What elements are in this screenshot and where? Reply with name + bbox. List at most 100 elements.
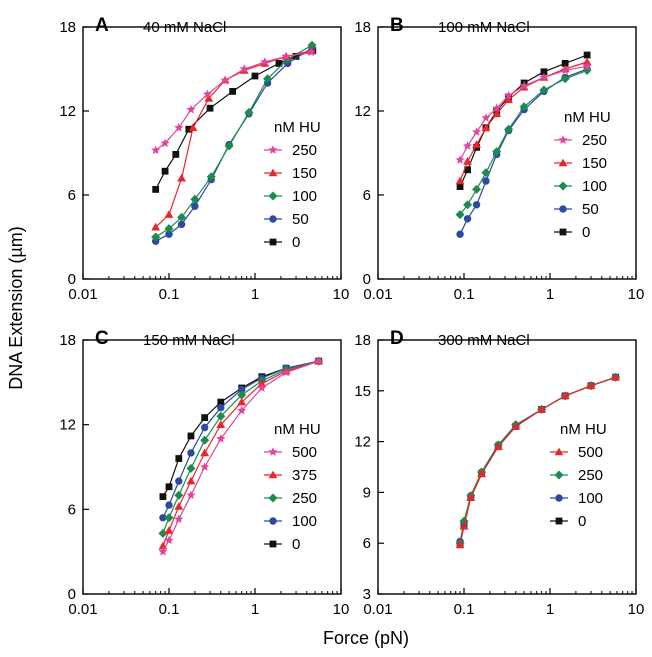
data-point — [187, 432, 195, 440]
data-point — [292, 53, 300, 60]
legend-item: 0 — [550, 513, 586, 530]
data-point — [175, 455, 183, 462]
panel-letter: A — [95, 15, 109, 36]
x-tick-label: 10 — [333, 286, 350, 303]
x-tick-label: 0.01 — [68, 601, 97, 618]
data-point — [191, 202, 199, 210]
data-point — [164, 224, 174, 234]
data-point — [519, 81, 529, 90]
series-line — [162, 360, 319, 534]
data-point — [174, 490, 184, 500]
series-line — [155, 50, 312, 228]
data-point — [201, 414, 209, 422]
panel-letter: D — [390, 328, 404, 349]
data-point — [174, 514, 184, 524]
data-point — [200, 435, 210, 445]
legend-title: nM HU — [274, 119, 321, 136]
legend: nM HU 250 150 100 50 0 — [264, 119, 321, 251]
data-point — [455, 210, 465, 220]
legend-label: 250 — [292, 490, 317, 507]
panel-title: 40 mM NaCl — [143, 19, 226, 36]
data-point — [560, 391, 570, 400]
data-point — [158, 546, 168, 556]
data-point — [540, 68, 548, 76]
data-point — [455, 155, 465, 164]
legend-marker — [268, 191, 278, 201]
data-point — [206, 172, 216, 182]
data-point — [455, 176, 465, 185]
data-point — [275, 60, 283, 67]
data-point — [164, 526, 174, 534]
data-point — [472, 127, 482, 136]
data-point — [560, 74, 570, 84]
data-point — [504, 124, 514, 134]
panel-title: 100 mM NaCl — [438, 19, 530, 36]
data-point — [216, 433, 226, 443]
legend-item: 150 — [264, 165, 317, 182]
data-point — [177, 220, 186, 229]
data-point — [481, 123, 491, 132]
data-point — [281, 51, 291, 61]
data-point — [216, 411, 226, 421]
y-tick-label: 12 — [59, 103, 76, 120]
series-line — [162, 360, 319, 552]
series-line — [155, 47, 313, 242]
data-point — [511, 421, 521, 430]
data-point — [455, 540, 465, 549]
data-point — [164, 210, 174, 218]
data-point — [482, 177, 490, 185]
data-point — [158, 528, 168, 538]
data-point — [481, 113, 491, 122]
data-point — [456, 230, 464, 238]
x-tick-label: 10 — [628, 286, 645, 303]
data-point — [251, 72, 259, 80]
legend-label: 50 — [582, 201, 599, 218]
data-point — [237, 385, 246, 394]
data-point — [206, 104, 214, 112]
legend-label: 150 — [292, 165, 317, 182]
legend-item: 375 — [264, 467, 317, 484]
legend-label: 0 — [582, 224, 590, 241]
legend-label: 250 — [582, 132, 607, 149]
data-point — [539, 72, 549, 82]
legend-marker — [558, 158, 568, 167]
legend-marker — [558, 181, 568, 191]
legend-item: 150 — [554, 155, 607, 172]
x-tick-label: 0.1 — [454, 286, 475, 303]
data-point — [217, 398, 225, 406]
series-250 — [158, 356, 324, 538]
x-tick-label: 10 — [628, 601, 645, 618]
data-point — [257, 383, 267, 392]
y-tick-label: 6 — [68, 501, 76, 518]
data-point — [175, 477, 183, 485]
data-point — [202, 89, 213, 99]
data-point — [190, 194, 200, 204]
legend-item: 50 — [264, 211, 309, 228]
x-tick-label: 0.01 — [363, 286, 392, 303]
series-500 — [455, 372, 621, 549]
data-point — [306, 47, 316, 57]
legend-item: 250 — [554, 132, 607, 149]
y-tick-label: 0 — [68, 586, 76, 603]
legend-marker — [559, 228, 567, 236]
data-point — [177, 173, 186, 182]
data-point — [582, 61, 592, 71]
data-point — [492, 147, 502, 157]
series-line — [162, 360, 319, 497]
data-point — [174, 123, 184, 132]
series-line — [459, 65, 588, 161]
legend-label: 250 — [292, 142, 317, 159]
data-point — [611, 372, 621, 381]
data-point — [466, 493, 476, 501]
data-point — [164, 535, 174, 545]
data-point — [481, 168, 491, 178]
x-tick-label: 1 — [546, 601, 554, 618]
legend-item: 250 — [264, 490, 317, 507]
legend-marker — [269, 238, 277, 246]
data-point — [239, 64, 249, 73]
legend-marker — [269, 517, 277, 525]
series-250 — [151, 47, 316, 155]
data-point — [244, 107, 254, 117]
series-line — [459, 61, 588, 182]
